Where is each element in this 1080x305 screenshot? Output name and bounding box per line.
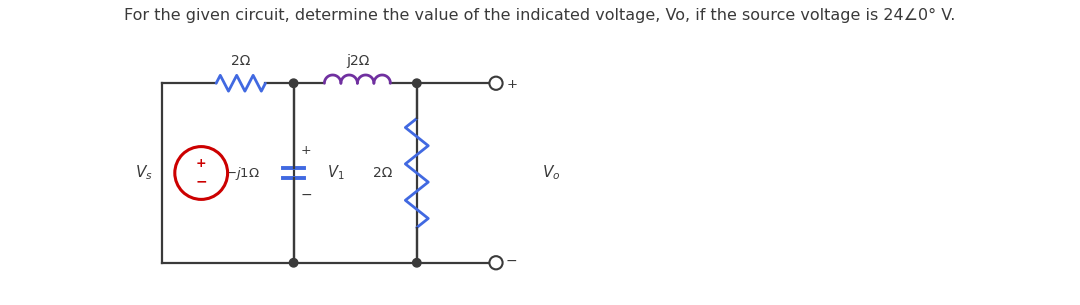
Text: $-j1\Omega$: $-j1\Omega$	[226, 164, 260, 181]
Text: +: +	[507, 78, 517, 92]
Circle shape	[489, 77, 502, 90]
Text: −: −	[195, 174, 207, 188]
Text: $V_s$: $V_s$	[135, 164, 153, 182]
Text: For the given circuit, determine the value of the indicated voltage, Vo, if the : For the given circuit, determine the val…	[124, 8, 956, 23]
Text: −: −	[507, 254, 517, 268]
Text: $V_1$: $V_1$	[327, 164, 345, 182]
Text: −: −	[300, 188, 312, 202]
Circle shape	[489, 256, 502, 269]
Circle shape	[413, 259, 421, 267]
Text: 2Ω: 2Ω	[373, 166, 392, 180]
Circle shape	[413, 79, 421, 88]
Text: j2Ω: j2Ω	[346, 54, 369, 68]
Text: +: +	[300, 145, 311, 157]
Circle shape	[289, 79, 298, 88]
Text: 2Ω: 2Ω	[231, 54, 251, 68]
Text: $V_o$: $V_o$	[542, 164, 561, 182]
Text: +: +	[195, 157, 206, 170]
Circle shape	[289, 259, 298, 267]
